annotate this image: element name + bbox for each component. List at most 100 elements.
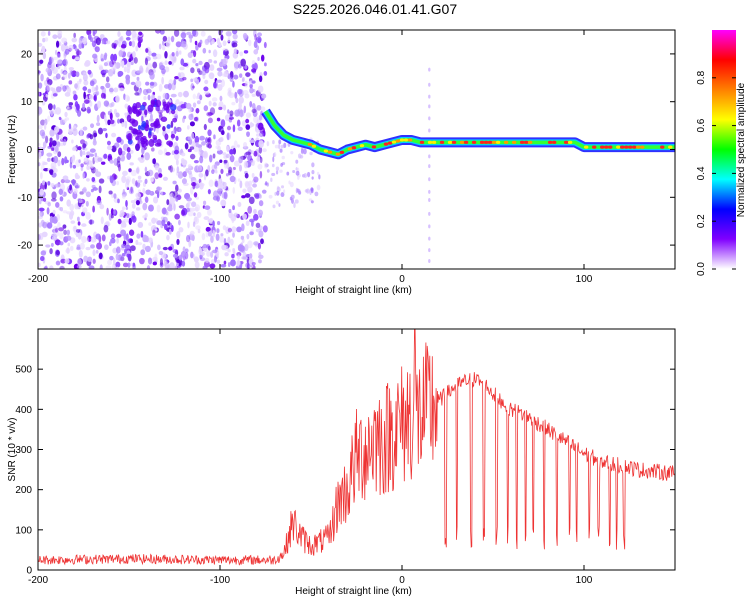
noise-blob <box>56 213 61 221</box>
ridge-peak <box>616 145 621 149</box>
noise-blob <box>174 76 180 80</box>
noise-blob <box>66 247 70 254</box>
noise-blob <box>38 181 41 187</box>
noise-blob <box>75 50 82 56</box>
noise-blob <box>38 234 41 241</box>
noise-blob <box>428 258 431 263</box>
noise-blob <box>192 93 197 100</box>
noise-blob <box>54 49 58 56</box>
noise-blob <box>211 97 218 102</box>
noise-blob <box>57 151 62 158</box>
noise-blob <box>50 147 55 151</box>
noise-blob <box>106 207 109 216</box>
noise-blob <box>239 51 244 57</box>
noise-blob <box>310 188 314 194</box>
noise-blob <box>222 40 227 47</box>
noise-blob <box>260 238 264 245</box>
noise-blob <box>152 256 158 262</box>
noise-blob <box>174 213 180 220</box>
noise-blob <box>163 223 168 231</box>
noise-blob <box>89 148 96 153</box>
noise-blob <box>208 59 213 63</box>
noise-blob <box>167 221 171 226</box>
noise-blob <box>166 140 174 146</box>
noise-blob <box>68 44 74 52</box>
noise-blob <box>181 152 186 157</box>
noise-blob <box>199 135 205 141</box>
noise-blob <box>257 37 262 44</box>
noise-blob <box>76 244 81 250</box>
noise-blob <box>198 178 202 184</box>
noise-blob <box>203 247 208 252</box>
noise-blob <box>227 227 232 233</box>
noise-blob <box>176 231 181 239</box>
noise-blob <box>96 200 102 206</box>
noise-blob <box>263 71 268 76</box>
y-tick-label: 200 <box>15 485 32 496</box>
noise-blob <box>78 159 81 164</box>
noise-blob <box>135 200 140 206</box>
noise-blob <box>222 48 229 52</box>
noise-blob <box>82 150 86 156</box>
noise-blob <box>311 162 315 168</box>
noise-blob <box>123 218 129 223</box>
noise-blob <box>95 37 101 46</box>
noise-blob <box>217 84 223 91</box>
noise-blob <box>190 67 195 74</box>
noise-blob <box>263 162 268 169</box>
noise-blob <box>125 30 132 37</box>
noise-blob <box>119 87 125 92</box>
noise-blob <box>237 178 241 182</box>
noise-blob <box>152 158 156 165</box>
noise-blob <box>258 75 263 83</box>
noise-blob <box>225 30 232 37</box>
noise-blob <box>144 245 151 253</box>
noise-blob <box>38 162 41 167</box>
noise-blob <box>428 197 431 202</box>
noise-blob <box>156 191 160 199</box>
ridge-peak <box>660 145 665 149</box>
noise-blob <box>183 115 187 120</box>
noise-blob <box>79 191 84 195</box>
noise-blob <box>39 59 44 64</box>
noise-blob <box>170 133 176 139</box>
noise-blob <box>260 54 265 62</box>
ridge-peak <box>491 140 497 144</box>
noise-blob <box>161 45 166 51</box>
noise-blob <box>73 94 78 101</box>
noise-blob <box>220 199 227 207</box>
noise-blob <box>108 86 114 95</box>
noise-blob <box>257 32 262 37</box>
noise-blob <box>226 145 229 152</box>
noise-blob <box>264 62 267 67</box>
noise-blob <box>208 179 214 188</box>
noise-blob <box>125 176 132 183</box>
ridge-peak <box>624 145 629 149</box>
noise-blob <box>115 95 120 103</box>
noise-blob <box>170 266 176 269</box>
noise-blob <box>253 30 257 38</box>
noise-blob <box>237 88 243 95</box>
noise-blob <box>271 163 275 168</box>
noise-blob <box>278 139 282 145</box>
noise-blob <box>56 53 61 59</box>
noise-blob <box>148 138 155 147</box>
noise-blob <box>227 87 232 94</box>
noise-blob <box>113 87 119 93</box>
noise-blob <box>73 188 78 194</box>
noise-blob <box>137 124 141 131</box>
noise-blob <box>83 99 90 104</box>
noise-blob <box>74 83 78 89</box>
noise-blob <box>68 80 73 85</box>
noise-blob <box>49 141 53 148</box>
noise-blob <box>156 138 162 146</box>
noise-blob <box>270 177 273 182</box>
noise-blob <box>167 36 171 42</box>
noise-blob <box>165 151 171 156</box>
noise-blob <box>116 237 119 244</box>
noise-blob <box>229 175 236 183</box>
noise-blob <box>162 176 169 181</box>
noise-blob <box>249 159 256 164</box>
noise-blob <box>130 61 134 66</box>
noise-blob <box>85 211 91 220</box>
